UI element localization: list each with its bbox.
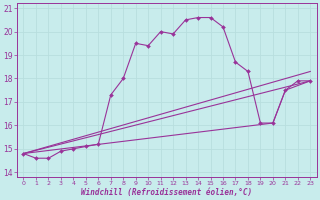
X-axis label: Windchill (Refroidissement éolien,°C): Windchill (Refroidissement éolien,°C): [81, 188, 252, 197]
